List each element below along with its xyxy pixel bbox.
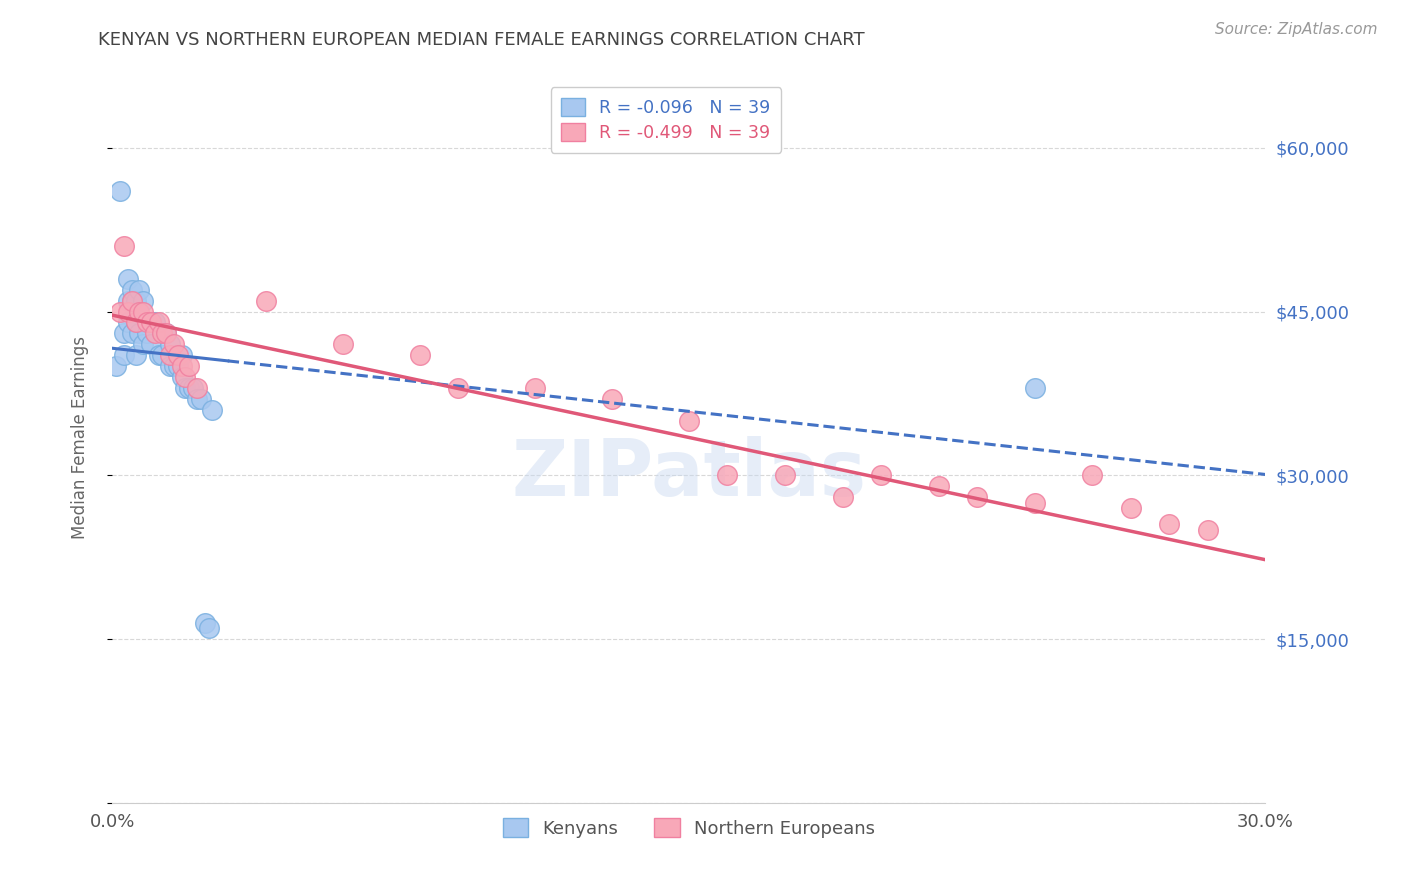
Point [108,304,131,318]
Point [124,293,146,308]
Point [132,337,155,351]
Point [524,381,547,395]
Point [112,239,135,253]
Point [170,348,193,362]
Point [143,326,166,341]
Point [117,293,139,308]
Point [105,359,128,373]
Point [121,293,143,308]
Point [132,293,155,308]
Point [152,326,174,341]
Point [155,326,177,341]
Point [1024,495,1046,509]
Point [143,315,166,329]
Point [163,337,186,351]
Point [1197,523,1219,537]
Point [1024,381,1046,395]
Point [117,272,139,286]
Point [170,359,193,373]
Point [409,348,432,362]
Point [139,337,162,351]
Y-axis label: Median Female Earnings: Median Female Earnings [70,335,89,539]
Point [190,392,212,406]
Text: Source: ZipAtlas.com: Source: ZipAtlas.com [1215,22,1378,37]
Point [928,479,950,493]
Point [132,304,155,318]
Point [179,359,201,373]
Point [678,414,700,428]
Point [332,337,354,351]
Point [112,348,135,362]
Point [124,315,146,329]
Point [773,468,796,483]
Point [600,392,623,406]
Point [121,326,143,341]
Point [254,293,277,308]
Point [128,326,150,341]
Point [152,348,174,362]
Point [1159,517,1181,532]
Point [163,359,186,373]
Point [148,315,170,329]
Point [159,337,181,351]
Point [121,293,143,308]
Point [174,370,197,384]
Point [166,359,188,373]
Point [831,490,853,504]
Point [117,315,139,329]
Point [136,326,159,341]
Point [870,468,893,483]
Point [139,315,162,329]
Point [112,326,135,341]
Point [716,468,738,483]
Point [181,381,204,395]
Point [186,381,208,395]
Point [1081,468,1104,483]
Point [124,348,146,362]
Point [159,348,181,362]
Point [1119,501,1142,516]
Point [179,381,201,395]
Point [159,359,181,373]
Point [447,381,470,395]
Text: ZIPatlas: ZIPatlas [512,435,866,512]
Point [128,283,150,297]
Point [108,185,131,199]
Point [139,315,162,329]
Text: KENYAN VS NORTHERN EUROPEAN MEDIAN FEMALE EARNINGS CORRELATION CHART: KENYAN VS NORTHERN EUROPEAN MEDIAN FEMAL… [98,31,865,49]
Point [166,348,188,362]
Point [201,402,224,417]
Point [155,326,177,341]
Point [170,370,193,384]
Point [197,621,219,635]
Point [966,490,988,504]
Point [186,392,208,406]
Point [124,315,146,329]
Legend: Kenyans, Northern Europeans: Kenyans, Northern Europeans [495,811,883,845]
Point [174,381,197,395]
Point [194,615,217,630]
Point [128,304,150,318]
Point [136,315,159,329]
Point [148,348,170,362]
Point [121,283,143,297]
Point [117,304,139,318]
